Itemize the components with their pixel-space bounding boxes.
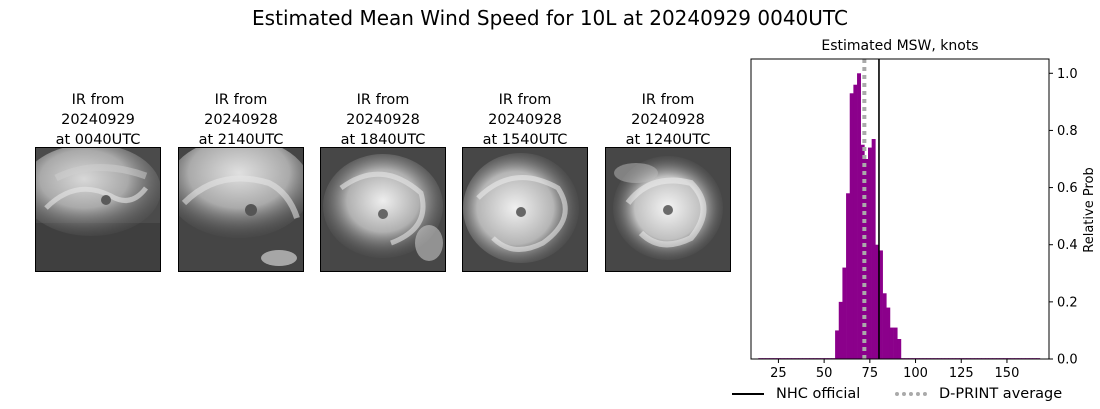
ir-caption-date: 20240929: [61, 112, 135, 128]
chart-legend: NHC official D-PRINT average: [730, 386, 1090, 408]
legend-solid-line-swatch: [732, 393, 764, 395]
x-tick-label: 50: [816, 366, 833, 381]
histogram-bar: [842, 267, 847, 359]
legend-label-dprint: D-PRINT average: [939, 386, 1063, 402]
y-axis-ticks: 0.0 0.2 0.4 0.6 0.8 1.0: [1049, 67, 1078, 368]
ir-caption-time: at 2140UTC: [198, 132, 284, 148]
histogram-bar: [849, 93, 854, 360]
ir-satellite-image: [462, 147, 588, 272]
figure-title: Estimated Mean Wind Speed for 10L at 202…: [252, 6, 848, 30]
histogram-bar: [857, 73, 861, 360]
x-tick-label: 125: [949, 366, 974, 381]
histogram-bar: [868, 147, 872, 359]
ir-caption: IR from 20240928 at 1540UTC: [442, 90, 608, 150]
ir-caption: IR from 20240928 at 1840UTC: [300, 90, 466, 150]
y-tick-label: 0.2: [1057, 295, 1078, 310]
y-tick-label: 0.4: [1057, 238, 1078, 253]
histogram-bar: [878, 250, 883, 359]
histogram-bar: [846, 193, 851, 359]
histogram-bar: [886, 307, 891, 359]
histogram-bars: [758, 73, 1041, 360]
y-tick-label: 0.8: [1057, 124, 1078, 139]
x-tick-label: 100: [903, 366, 928, 381]
ir-caption: IR from 20240928 at 1240UTC: [585, 90, 751, 150]
histogram-bar: [835, 330, 840, 359]
legend-item-nhc: NHC official: [732, 386, 860, 402]
x-tick-label: 25: [770, 366, 787, 381]
y-axis-label: Relative Prob: [1082, 167, 1097, 252]
ir-caption-time: at 1840UTC: [340, 132, 426, 148]
legend-dotted-line-swatch: [895, 392, 927, 396]
ir-caption-time: at 0040UTC: [55, 132, 141, 148]
histogram-bar: [875, 244, 880, 359]
y-tick-label: 0.0: [1057, 353, 1078, 368]
ir-caption-line1: IR from: [498, 92, 552, 108]
ir-satellite-image: [35, 147, 161, 272]
ir-satellite-image: [320, 147, 446, 272]
legend-item-dprint: D-PRINT average: [895, 386, 1062, 402]
histogram-bar: [893, 327, 898, 359]
x-tick-label: 150: [995, 366, 1020, 381]
ir-caption-date: 20240928: [488, 112, 562, 128]
ir-caption-line1: IR from: [71, 92, 125, 108]
ir-caption-line1: IR from: [356, 92, 410, 108]
ir-caption-line1: IR from: [641, 92, 695, 108]
histogram-bar: [897, 339, 902, 359]
histogram-bar: [853, 84, 858, 359]
ir-caption-date: 20240928: [204, 112, 278, 128]
ir-caption-date: 20240928: [631, 112, 705, 128]
x-tick-label: 75: [862, 366, 879, 381]
legend-label-nhc: NHC official: [776, 386, 861, 402]
y-tick-label: 1.0: [1057, 67, 1078, 82]
ir-caption-line1: IR from: [214, 92, 268, 108]
chart-title: Estimated MSW, knots: [821, 38, 978, 54]
histogram-bar: [889, 327, 894, 359]
histogram-bar: [882, 293, 887, 359]
ir-satellite-image: [605, 147, 731, 272]
plot-frame: [750, 58, 1050, 360]
histogram-bar: [838, 301, 843, 359]
ir-caption-time: at 1240UTC: [625, 132, 711, 148]
y-tick-label: 0.6: [1057, 181, 1078, 196]
ir-caption-time: at 1540UTC: [482, 132, 568, 148]
histogram-bar: [871, 139, 876, 359]
ir-satellite-image: [178, 147, 304, 272]
ir-caption-date: 20240928: [346, 112, 420, 128]
reference-lines: [862, 59, 880, 359]
x-axis-ticks: 25 50 75 100 125 150: [770, 359, 1019, 381]
ir-caption: IR from 20240928 at 2140UTC: [158, 90, 324, 150]
ir-caption: IR from 20240929 at 0040UTC: [15, 90, 181, 150]
